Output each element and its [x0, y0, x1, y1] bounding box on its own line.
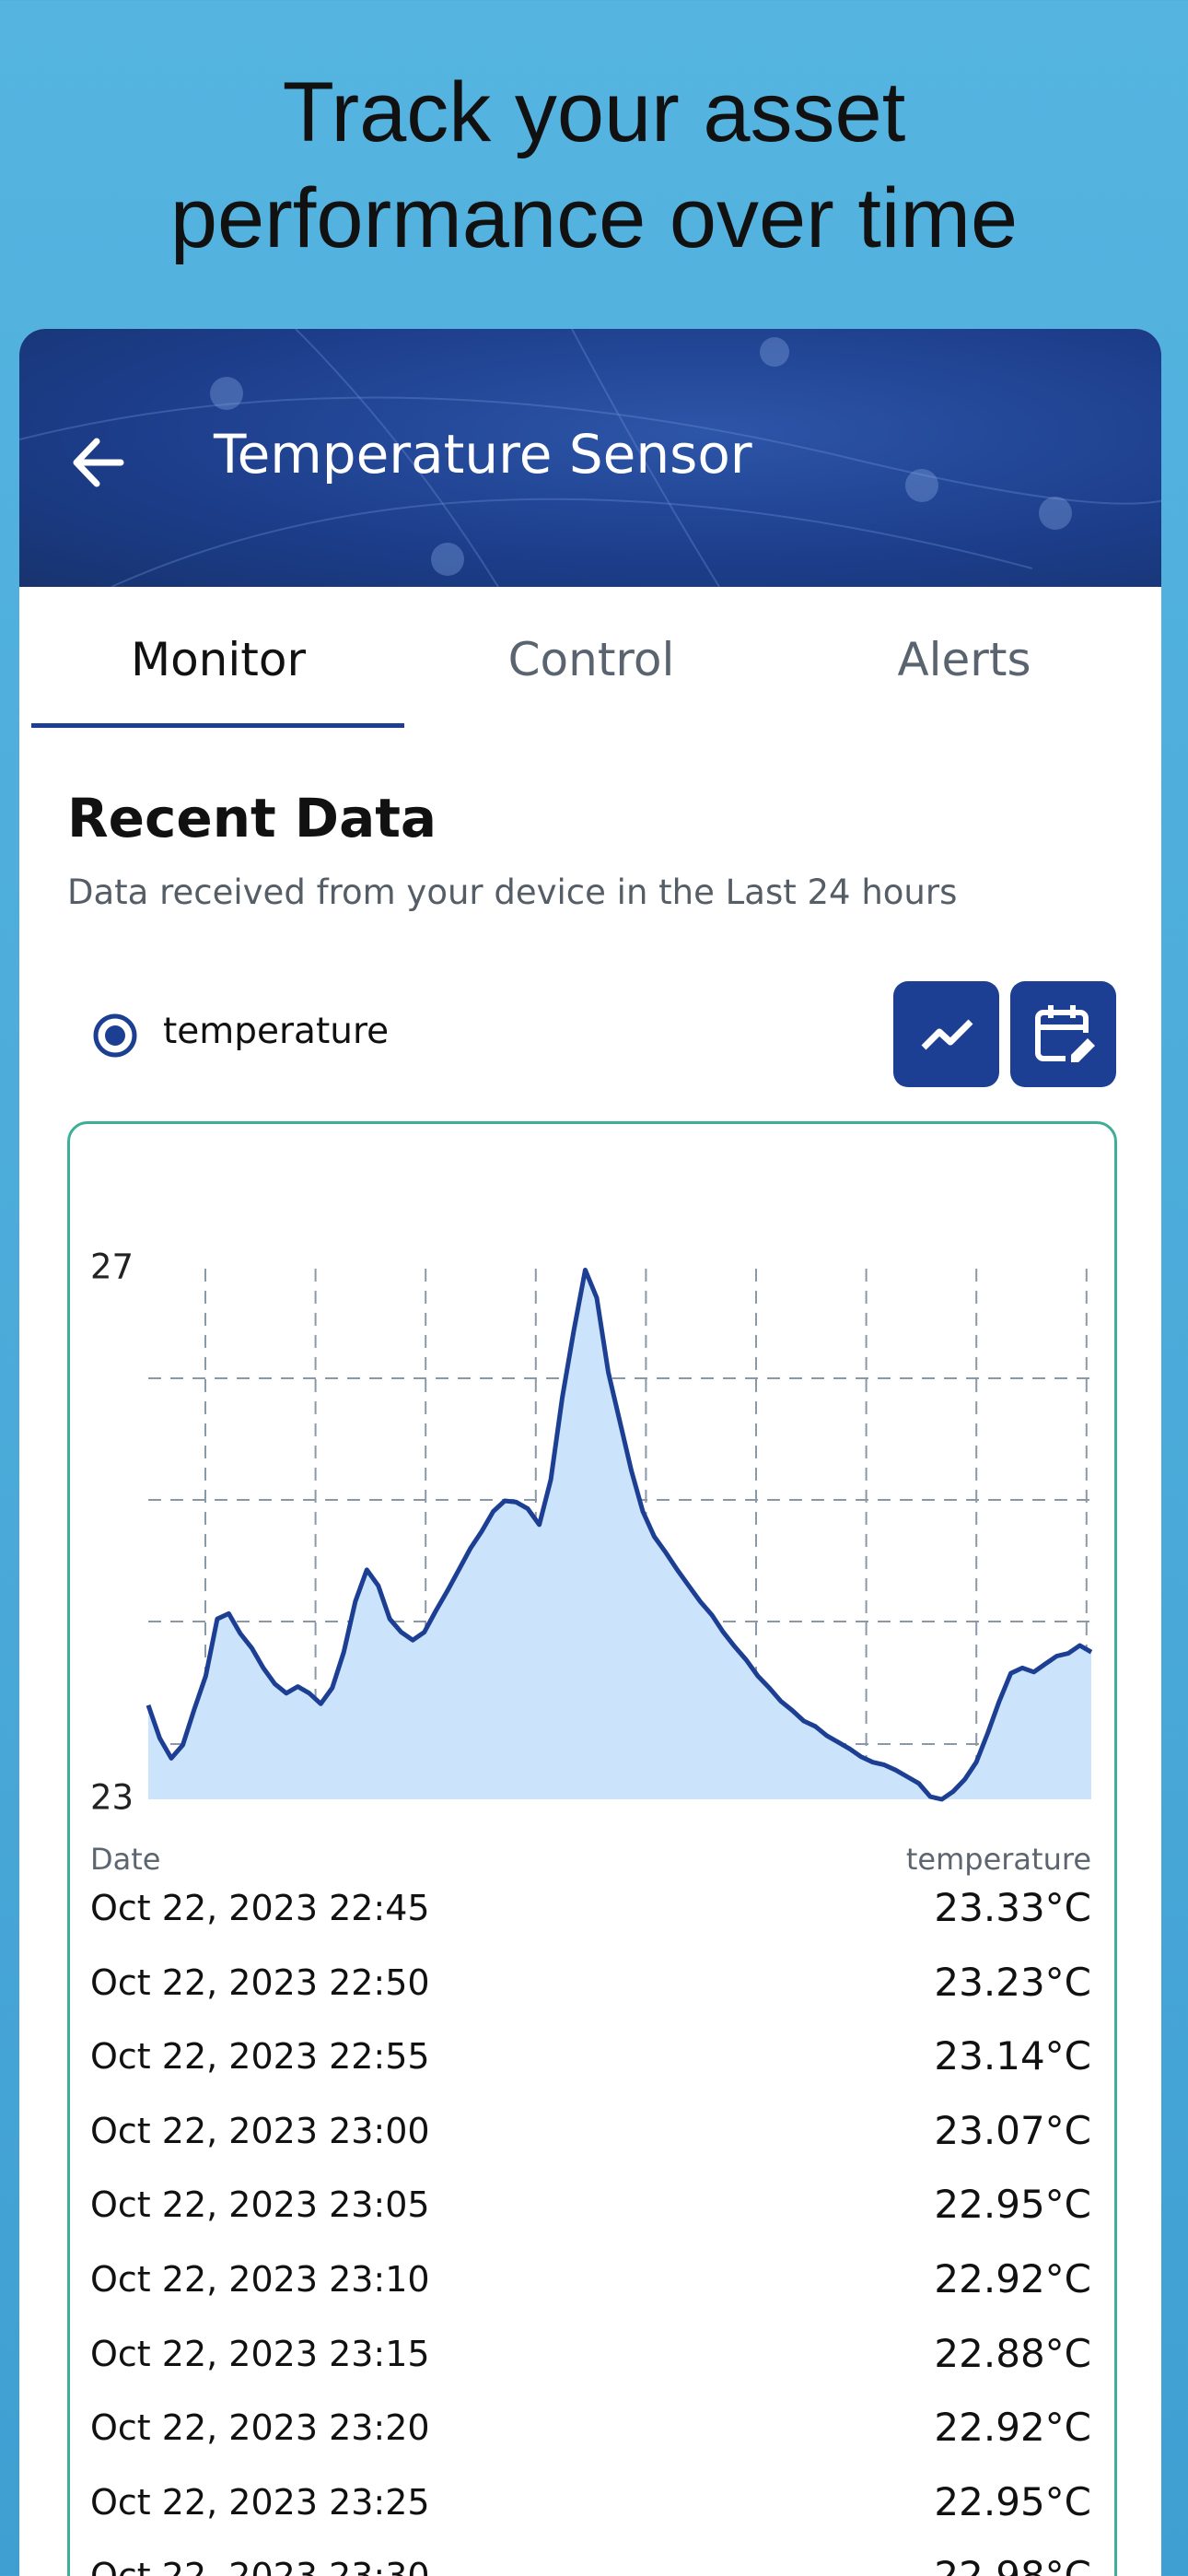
- date-cell: Oct 22, 2023 23:15: [90, 2333, 430, 2374]
- section-subtitle: Data received from your device in the La…: [67, 872, 958, 912]
- tab[interactable]: Control: [507, 633, 675, 686]
- value-cell: 22.98°C: [934, 2553, 1091, 2576]
- chart-icon: [921, 1019, 973, 1050]
- section-title: Recent Data: [67, 787, 437, 849]
- radio[interactable]: [90, 1011, 140, 1060]
- date-cell: Oct 22, 2023 23:05: [90, 2184, 430, 2226]
- calendar-icon: [1035, 1005, 1095, 1062]
- calendar-button[interactable]: [1010, 981, 1116, 1087]
- header: Temperature Sensor: [19, 329, 1161, 587]
- chart-panel: [67, 1121, 1117, 2576]
- date-cell: Oct 22, 2023 23:25: [90, 2481, 430, 2523]
- tab[interactable]: Alerts: [897, 633, 1031, 686]
- value-cell: 22.92°C: [934, 2405, 1091, 2451]
- card: Temperature Sensor Monitor Control Alert…: [19, 329, 1161, 2576]
- headline: Track your asset performance over time: [0, 60, 1188, 272]
- y-tick-label: 27: [90, 1247, 134, 1287]
- date-cell: Oct 22, 2023 23:30: [90, 2556, 430, 2576]
- back-button[interactable]: [65, 430, 139, 495]
- value-cell: 23.14°C: [934, 2033, 1091, 2079]
- date-cell: Oct 22, 2023 22:50: [90, 1961, 430, 2003]
- value-cell: 22.88°C: [934, 2330, 1091, 2376]
- header-decor: [19, 329, 1161, 587]
- tab-indicator: [31, 723, 404, 728]
- table-header: temperature: [905, 1842, 1091, 1877]
- chart-button[interactable]: [893, 981, 999, 1087]
- tab[interactable]: Monitor: [130, 633, 307, 686]
- value-cell: 22.95°C: [934, 2182, 1091, 2228]
- header-title: Temperature Sensor: [214, 423, 752, 486]
- value-cell: 22.92°C: [934, 2256, 1091, 2301]
- y-tick-label: 23: [90, 1778, 134, 1818]
- headline-line: performance over time: [169, 171, 1019, 265]
- table-header: Date: [90, 1842, 161, 1877]
- value-cell: 23.23°C: [934, 1959, 1091, 2005]
- date-cell: Oct 22, 2023 23:10: [90, 2259, 430, 2300]
- chart: 23 27: [90, 1247, 1093, 1818]
- date-cell: Oct 22, 2023 22:55: [90, 2036, 430, 2078]
- value-cell: 22.95°C: [934, 2478, 1091, 2524]
- date-cell: Oct 22, 2023 23:00: [90, 2110, 430, 2151]
- area: [148, 1270, 1091, 1799]
- value-cell: 23.33°C: [934, 1885, 1091, 1930]
- value-cell: 23.07°C: [934, 2107, 1091, 2153]
- line: [146, 1267, 1093, 1802]
- legend-label: temperature: [163, 1011, 390, 1052]
- date-cell: Oct 22, 2023 22:45: [90, 1888, 430, 1928]
- date-cell: Oct 22, 2023 23:20: [90, 2407, 430, 2449]
- headline-line: Track your asset: [282, 65, 906, 159]
